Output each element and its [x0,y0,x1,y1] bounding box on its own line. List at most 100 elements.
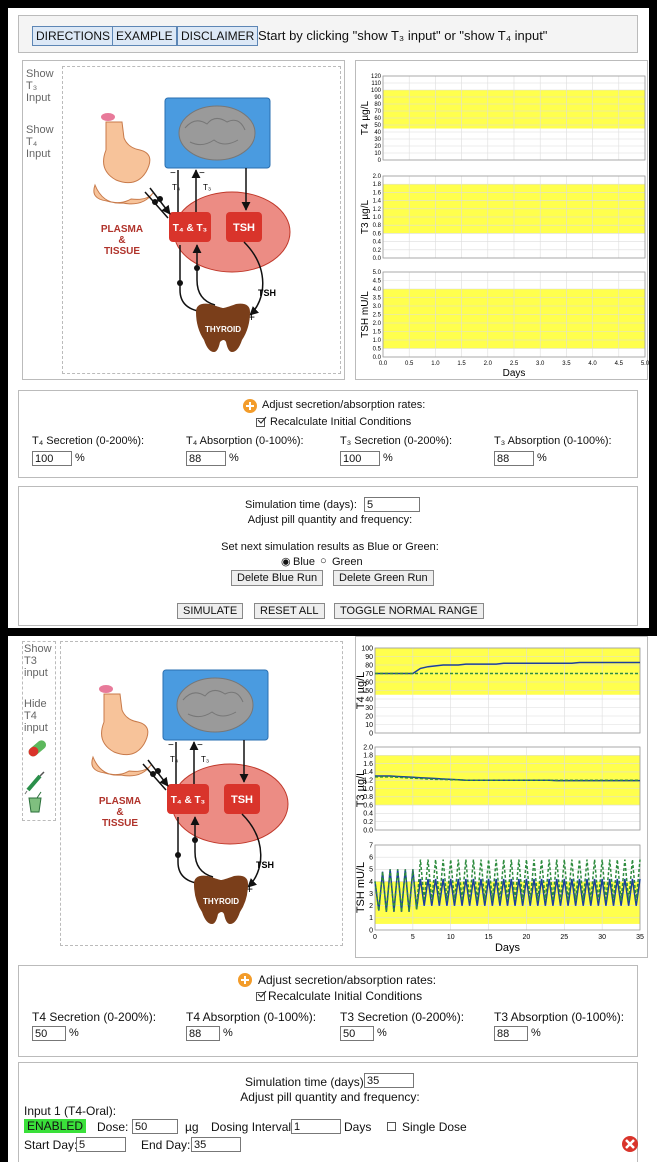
y-tick-label: 20 [365,713,373,720]
y-tick-label: 1.6 [363,761,373,768]
check [258,417,266,423]
y-tick-label: 80 [365,662,373,669]
x-tick-label: 2.5 [510,361,519,367]
label: TISSUE [102,818,138,829]
intestine [92,757,151,776]
x-tick-label: 5.0 [641,361,650,367]
icon-cup[interactable] [29,792,41,812]
y-tick-label: 0.4 [373,240,382,246]
label: T₄ [172,183,180,192]
x-tick-label: 1.5 [457,361,466,367]
y-tick-label: 0.8 [373,223,382,229]
dot [157,196,163,202]
y-tick-label: 1.8 [363,753,373,760]
dot [177,280,183,286]
y-tick-label: 10 [365,722,373,729]
dot [152,199,158,205]
label: TISSUE [104,246,140,257]
x-tick-label: 4.0 [588,361,597,367]
y-tick-label: 0.0 [363,827,373,834]
y-tick-label: 2.0 [373,321,382,327]
y-tick-label: 5 [369,867,373,874]
y-tick-label: 2 [369,903,373,910]
y-tick-label: 110 [371,81,381,87]
x-tick-label: 0.5 [405,361,414,367]
icon-syringe[interactable] [25,772,44,794]
x-tick-label: 1.0 [431,361,440,367]
y-tick-label: 1.6 [373,190,382,196]
label: T₄ & T₃ [171,795,206,806]
y-tick-label: 80 [374,102,381,108]
x-tick-label: 35 [636,934,644,941]
y-tick-label: 1.0 [373,338,382,344]
y-tick-label: 100 [361,645,373,652]
x-tick-label: 0 [373,934,377,941]
y-tick-label: 40 [374,130,381,136]
icon-close[interactable] [622,1136,638,1152]
x-tick-label: 4.5 [615,361,624,367]
diagram: T₄ & T₃ TSH PLASMA & TISSUE T₄ T₃ − − TS… [92,670,288,924]
label: PLASMA [99,796,141,807]
y-tick-label: 0.2 [373,248,382,254]
y-tick-label: 5.0 [373,270,382,276]
label: − [170,168,176,179]
x-tick-label: 15 [485,934,493,941]
y-tick-label: 4.0 [373,287,382,293]
page: {"header":{"buttons":["DIRECTIONS","EXAM… [0,0,657,1162]
y-tick-label: 0.2 [363,819,373,826]
icon-pill[interactable] [27,739,48,759]
y-tick-label: 0.0 [373,256,382,262]
y-tick-label: 0.4 [363,811,373,818]
x-axis-label: Days [495,942,521,954]
y-tick-label: 1.2 [373,207,382,213]
y-axis-label: T3 µg/L [360,200,371,235]
x-axis-label: Days [503,368,526,379]
y-tick-label: 0.6 [373,231,382,237]
x-tick-label: 0.0 [379,361,388,367]
label: − [199,168,205,179]
y-axis-label: T3 µg/L [355,770,367,808]
y-axis-label: TSH mU/L [360,291,371,338]
y-tick-label: 60 [374,116,381,122]
x-tick-label: 3.5 [562,361,571,367]
y-tick-label: 0.5 [373,347,382,353]
icon-plus[interactable] [238,973,252,987]
y-tick-label: 0 [378,158,382,164]
y-axis-label: T4 µg/L [360,101,371,136]
label: TSH [258,288,276,298]
y-tick-label: 1.0 [373,215,382,221]
intestine [94,185,153,204]
x-tick-label: 5 [411,934,415,941]
y-tick-label: 10 [374,151,381,157]
label: & [118,235,125,246]
x-tick-label: 3.0 [536,361,545,367]
y-tick-label: 1 [369,915,373,922]
dot [155,768,161,774]
y-tick-label: 3 [369,891,373,898]
y-tick-label: 1.8 [373,182,382,188]
y-tick-label: 0 [369,730,373,737]
y-axis-label: TSH mU/L [355,862,367,913]
y-tick-label: 7 [369,842,373,849]
y-tick-label: 4.5 [373,279,382,285]
diagram: T₄ & T₃ TSH PLASMA & TISSUE T₄ T₃ − − TS… [94,98,290,352]
lips [101,113,115,121]
lips [99,685,113,693]
dot [175,852,181,858]
y-axis-label: T4 µg/L [355,672,367,710]
y-tick-label: 1.5 [373,330,382,336]
x-tick-label: 25 [560,934,568,941]
brain [177,678,253,732]
y-tick-label: 50 [374,123,381,129]
x-tick-label: 20 [523,934,531,941]
y-tick-label: 30 [374,137,381,143]
label: TSH [231,794,253,806]
y-tick-label: 2.0 [363,744,373,751]
x-tick-label: 10 [447,934,455,941]
label: PLASMA [101,224,143,235]
icon-plus[interactable] [243,399,257,413]
brain [179,106,255,160]
y-tick-label: 2.5 [373,313,382,319]
label: T₄ & T₃ [173,223,208,234]
stomach [104,122,150,183]
